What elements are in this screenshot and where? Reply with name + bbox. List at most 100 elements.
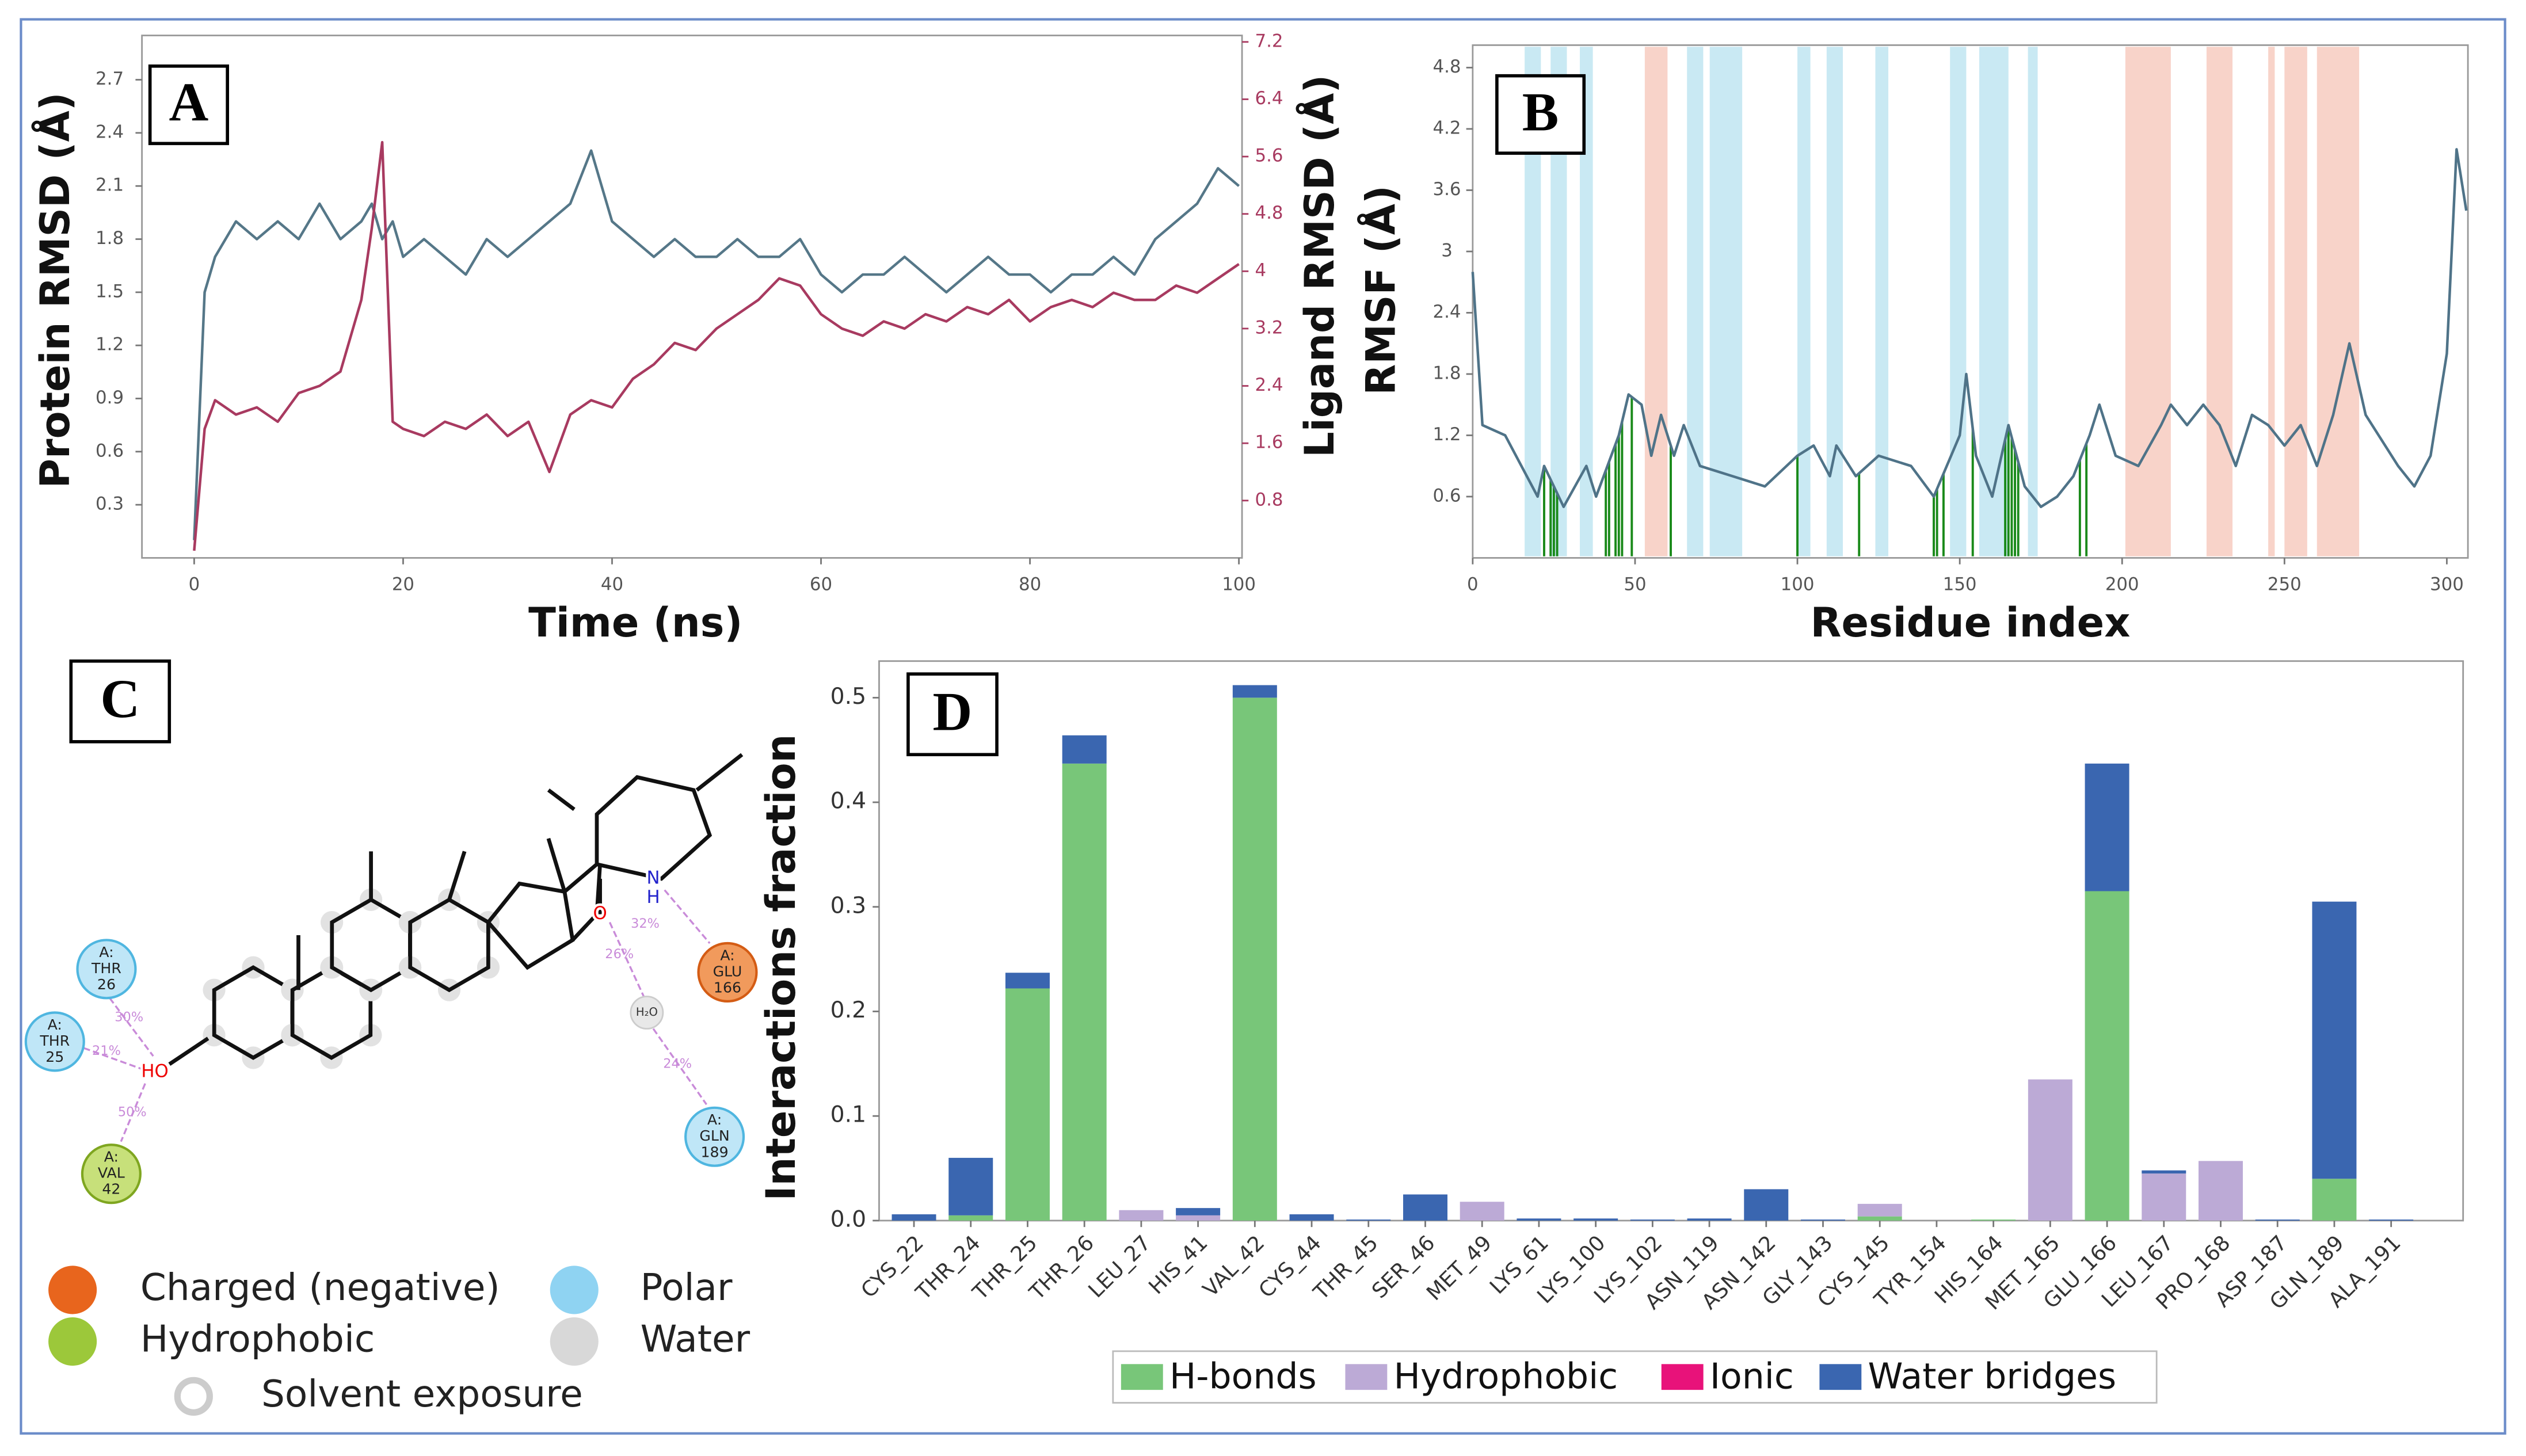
y2-tick-label: 6.4	[1255, 88, 1283, 109]
y-axis-label: RMSF (Å)	[1358, 185, 1405, 395]
atom-label: O	[593, 903, 607, 924]
strand-band	[2284, 47, 2307, 557]
bar-segment	[948, 1215, 993, 1221]
percentage: 26%	[605, 947, 634, 962]
legend-swatch	[1819, 1364, 1862, 1390]
bar-segment	[1857, 1216, 1902, 1221]
water-label: H₂O	[636, 1005, 658, 1019]
y-tick-label: 0.5	[830, 684, 866, 710]
y-tick-label: 0.6	[96, 440, 124, 461]
y-axis-label: Interactions fraction	[757, 734, 805, 1201]
plot-area	[878, 660, 2464, 1222]
legend-label: Water bridges	[1868, 1356, 2117, 1397]
helix-band	[1826, 47, 1843, 557]
bar-segment	[1346, 1219, 1391, 1221]
legend-marker	[48, 1266, 97, 1314]
helix-band	[1709, 47, 1743, 557]
y2-tick-label: 7.2	[1255, 31, 1283, 51]
y-tick-label: 2.4	[96, 121, 124, 142]
x-tick-label: 0	[189, 574, 200, 595]
legend-swatch	[1121, 1364, 1163, 1390]
percentage: 50%	[118, 1105, 147, 1120]
residue-chain: A:	[720, 947, 734, 963]
bar-segment	[2312, 1179, 2357, 1221]
residue-chain: A:	[99, 944, 113, 960]
legend-marker	[550, 1266, 599, 1314]
legend-marker	[48, 1317, 97, 1366]
y-tick-label: 0.3	[830, 893, 866, 918]
bar-segment	[1800, 1219, 1845, 1221]
y-tick-label: 2.7	[96, 68, 124, 89]
bar-segment	[1232, 685, 1277, 698]
water-node	[630, 996, 664, 1030]
bar-segment	[1460, 1202, 1504, 1221]
data-line	[193, 149, 1240, 540]
helix-band	[1979, 47, 2009, 557]
bar-segment	[1005, 973, 1050, 989]
x-axis-label: Residue index	[1811, 599, 2131, 646]
y-tick-label: 1.2	[1432, 424, 1461, 445]
y-tick-label: 1.8	[96, 228, 124, 249]
y-tick-label: 4.2	[1432, 117, 1461, 138]
bar-segment	[1744, 1189, 1789, 1221]
x-tick-label: 200	[2105, 574, 2139, 595]
y2-tick-label: 4.8	[1255, 203, 1283, 223]
panel-label-box	[906, 672, 999, 757]
x-tick-label: LEU_27	[1083, 1230, 1156, 1302]
hbond-arrows	[83, 889, 711, 1142]
panel-label-box	[69, 659, 172, 744]
legend-label: Charged (negative)	[140, 1266, 500, 1309]
x-tick-label: 100	[1222, 574, 1256, 595]
x-tick-label: 100	[1781, 574, 1815, 595]
bar-segment	[1005, 988, 1050, 1221]
x-tick-label: 80	[1019, 574, 1041, 595]
residue-number: 25	[45, 1049, 64, 1065]
legend-marker	[174, 1377, 213, 1416]
bar-segment	[1630, 1219, 1675, 1221]
bonds	[168, 753, 744, 1066]
y-tick-label: 0.1	[830, 1102, 866, 1128]
y-tick-label: 2.4	[1432, 302, 1461, 322]
helix-band	[1797, 47, 1811, 557]
bar-segment	[1176, 1215, 1221, 1221]
residue-number: 26	[97, 976, 116, 993]
residue-chain: A:	[104, 1149, 119, 1165]
bar-segment	[1232, 697, 1277, 1221]
y-tick-label: 3.6	[1432, 179, 1461, 200]
bar-segment	[2085, 891, 2129, 1221]
helix-band	[2028, 47, 2038, 557]
y-tick-label: 0.0	[830, 1206, 866, 1232]
y-tick-label: 3	[1441, 240, 1453, 261]
x-tick-label: 250	[2268, 574, 2302, 595]
percentage: 24%	[663, 1057, 692, 1072]
legend-label: Hydrophobic	[140, 1318, 375, 1361]
bar-segment	[948, 1157, 993, 1215]
residue-chain: A:	[48, 1016, 62, 1033]
x-tick-label: 40	[601, 574, 623, 595]
legend-label: Polar	[641, 1266, 733, 1309]
y2-axis-label: Ligand RMSD (Å)	[1296, 75, 1343, 458]
helix-band	[1580, 47, 1593, 557]
bar-segment	[1403, 1194, 1447, 1221]
y2-tick-label: 0.8	[1255, 489, 1283, 510]
legend-label: Hydrophobic	[1394, 1356, 1618, 1397]
bar-segment	[1062, 735, 1107, 764]
residue-name: THR	[39, 1032, 70, 1049]
bar-segment	[2085, 763, 2129, 891]
bar-segment	[1062, 763, 1107, 1221]
y-tick-label: 1.5	[96, 281, 124, 302]
percentage: 21%	[92, 1043, 121, 1058]
bar-segment	[1176, 1208, 1221, 1215]
x-tick-label: 20	[392, 574, 414, 595]
residue-node	[24, 1011, 85, 1072]
legend-swatch	[1661, 1364, 1704, 1390]
legend-label: Solvent exposure	[261, 1373, 583, 1416]
bar-segment	[2369, 1219, 2414, 1221]
helix-band	[1875, 47, 1889, 557]
bar-segment	[1857, 1203, 1902, 1217]
atom-label: H	[646, 887, 660, 908]
ring	[485, 881, 575, 970]
helix-band	[1950, 47, 1967, 557]
residue-number: 189	[701, 1144, 729, 1160]
